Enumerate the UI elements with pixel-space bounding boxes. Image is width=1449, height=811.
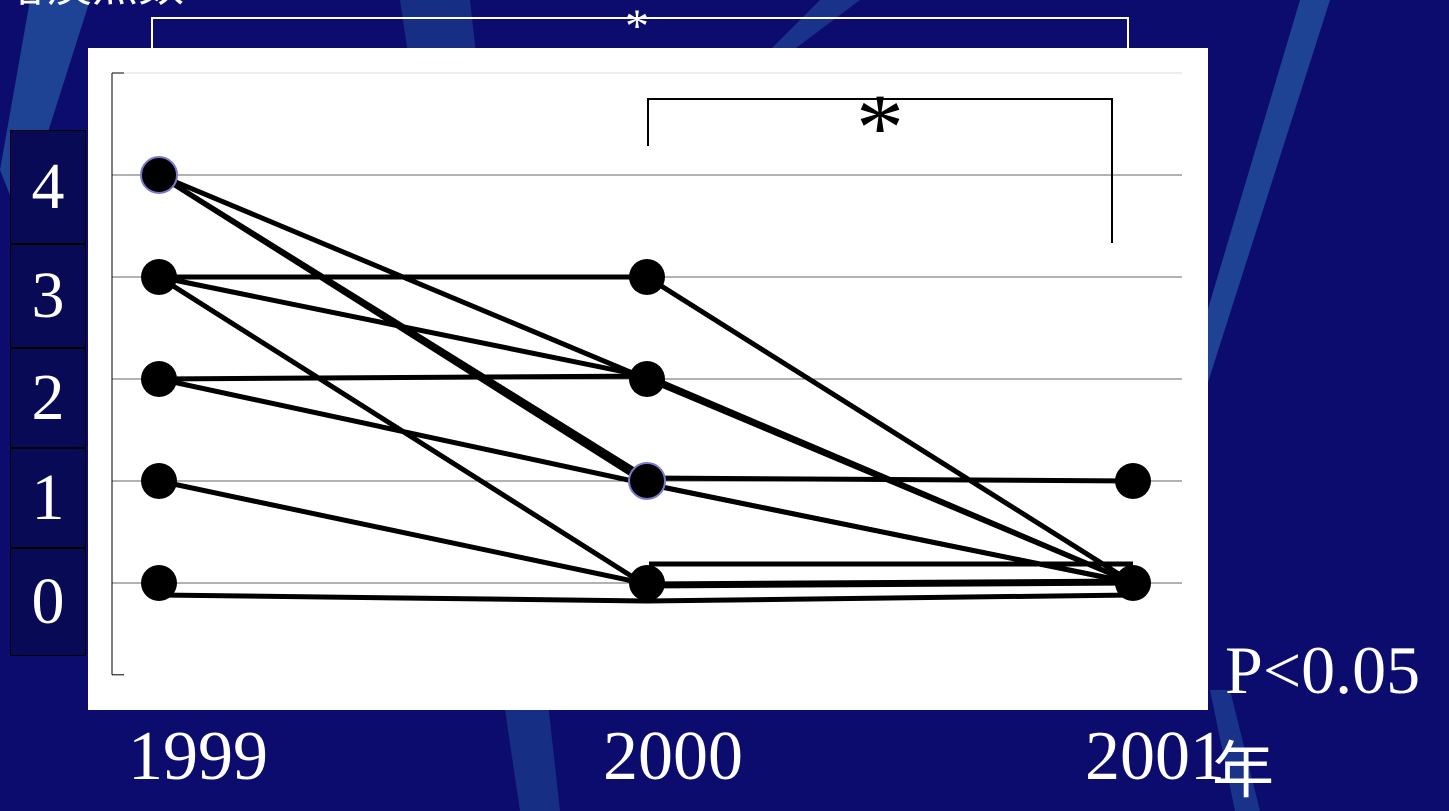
- marker-1999-0: [141, 565, 177, 601]
- p-value-label: P<0.05: [1225, 632, 1421, 708]
- marker-1999-1: [141, 463, 177, 499]
- marker-2001-0: [1115, 565, 1151, 601]
- y-tick-3: 3: [10, 244, 86, 348]
- x-tick-2001: 2001: [1085, 718, 1225, 795]
- marker-1999-2: [141, 361, 177, 397]
- marker-2000-0: [629, 565, 665, 601]
- x-tick-1999: 1999: [128, 718, 268, 795]
- significance-star-2000-2001: *: [856, 74, 904, 181]
- y-tick-4: 4: [10, 130, 86, 244]
- y-axis-title: 喀痰点数: [0, 0, 184, 8]
- y-tick-2: 2: [10, 348, 86, 448]
- series-line-6: [157, 274, 1134, 589]
- marker-2000-3: [629, 259, 665, 295]
- significance-star-1999-2001: *: [625, 0, 649, 53]
- marker-2001-1: [1115, 463, 1151, 499]
- marker-2000-2: [629, 361, 665, 397]
- y-tick-1: 1: [10, 448, 86, 548]
- x-tick-2000: 2000: [603, 718, 743, 795]
- y-tick-0: 0: [10, 548, 86, 656]
- series-line-4: [159, 274, 1135, 586]
- marker-1999-3: [141, 259, 177, 295]
- bracket-2000-2001: [647, 98, 1113, 243]
- marker-2000-1: [628, 462, 666, 500]
- series-line-2: [157, 172, 1134, 484]
- bracket-1999-2001: [151, 17, 1129, 52]
- x-axis-unit: 年: [1212, 734, 1275, 807]
- marker-1999-4: [140, 156, 178, 194]
- series-line-5: [158, 274, 1134, 586]
